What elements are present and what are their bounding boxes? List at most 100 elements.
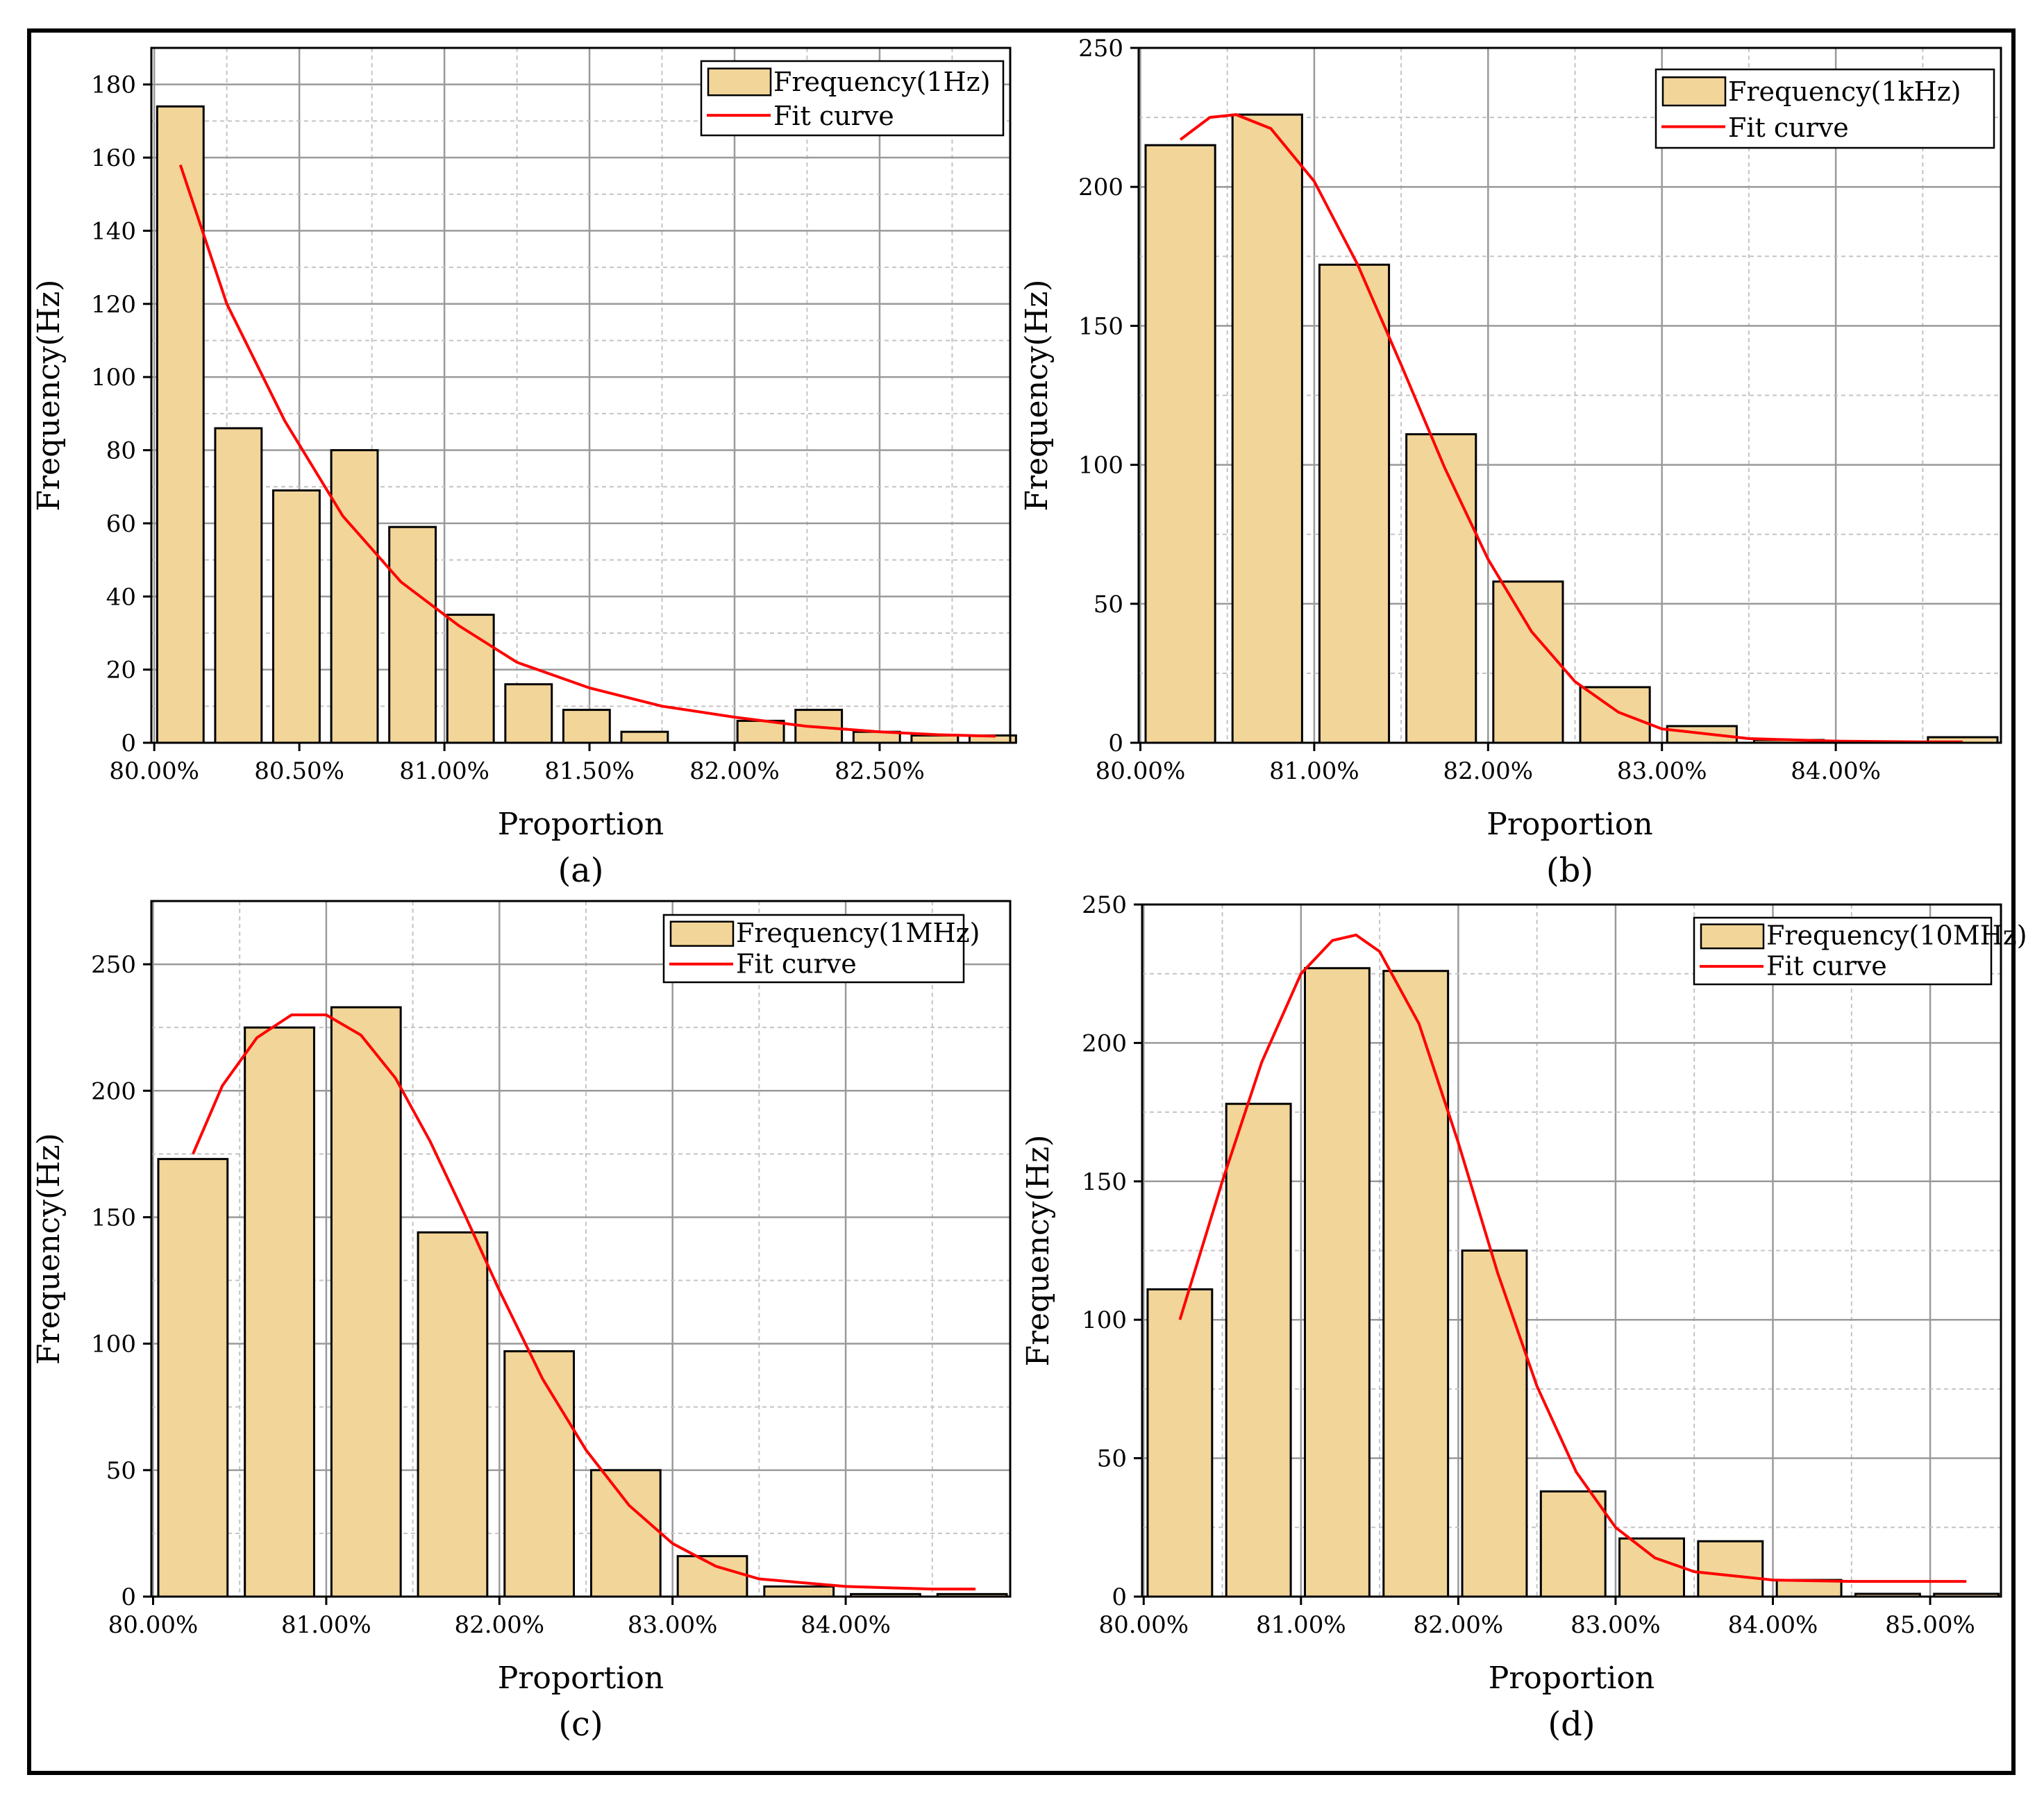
x-tick-label: 85.00% — [1885, 1611, 1975, 1639]
x-tick-label: 81.00% — [1256, 1611, 1346, 1639]
y-tick-label: 100 — [1082, 1306, 1127, 1334]
y-tick-label: 140 — [91, 217, 136, 245]
x-axis-title: Proportion — [498, 807, 664, 842]
panel-c: 80.00% 81.00% 82.00% 83.00% 84.00% 0 50 100 150 2… — [31, 900, 1012, 1744]
y-tick-label: 80 — [106, 437, 136, 465]
y-tick-label: 50 — [1094, 591, 1123, 619]
x-tick-label: 83.00% — [628, 1611, 718, 1639]
legend-bar-label: Frequency(1kHz) — [1728, 76, 1961, 107]
histogram-bar — [1539, 1490, 1607, 1598]
panel-b: 80.00% 81.00% 82.00% 83.00% 84.00% 0 50 100 150 2… — [1019, 35, 2002, 890]
histogram-bar — [562, 709, 611, 744]
legend-fit-label: Fit curve — [1766, 951, 1887, 982]
histogram-bar — [244, 1026, 315, 1598]
x-tick-label: 80.50% — [254, 757, 344, 785]
legend: Frequency(1Hz) Fit curve — [700, 60, 1005, 137]
histogram-bar — [1492, 580, 1564, 744]
x-tick-label: 81.50% — [544, 757, 635, 785]
x-tick-label: 82.00% — [454, 1611, 544, 1639]
histogram-bar — [910, 734, 960, 744]
histogram-bar — [1461, 1250, 1528, 1598]
y-tick-label: 150 — [91, 1204, 136, 1231]
histogram-bar — [676, 1555, 748, 1598]
histogram-bar — [272, 489, 321, 744]
y-tick-label: 20 — [106, 657, 136, 684]
fit-curve-line — [1179, 113, 1963, 743]
legend: Frequency(1kHz) Fit curve — [1655, 68, 1995, 149]
y-axis-title: Frequency(Hz) — [31, 280, 67, 512]
x-tick-label: 80.00% — [109, 757, 199, 785]
y-tick-label: 40 — [106, 583, 136, 611]
x-tick-label: 84.00% — [1791, 757, 1881, 785]
panel-caption: (a) — [558, 851, 603, 890]
fit-curve-line — [192, 1013, 976, 1591]
legend-bar-swatch — [1661, 76, 1727, 107]
y-axis-title: Frequency(Hz) — [1021, 1135, 1056, 1367]
legend-fit-label: Fit curve — [736, 948, 857, 979]
histogram-bar — [156, 105, 205, 744]
y-tick-label: 160 — [91, 144, 136, 172]
histogram-bar — [330, 1006, 402, 1598]
x-tick-label: 82.50% — [835, 757, 925, 785]
y-tick-label: 50 — [1097, 1445, 1127, 1473]
y-tick-label: 150 — [1078, 312, 1123, 340]
y-tick-label: 250 — [91, 951, 136, 979]
legend: Frequency(1MHz) Fit curve — [662, 914, 980, 984]
histogram-bar — [1146, 1288, 1214, 1598]
histogram-bar — [1231, 113, 1303, 744]
x-tick-label: 83.00% — [1617, 757, 1707, 785]
x-tick-label: 80.00% — [108, 1611, 199, 1639]
legend-bar-label: Frequency(10MHz) — [1766, 920, 2027, 950]
fit-curve-line — [178, 164, 996, 738]
y-tick-label: 100 — [91, 364, 136, 392]
plot-frame — [150, 900, 1012, 1598]
x-tick-label: 80.00% — [1098, 1611, 1189, 1639]
y-axis-title: Frequency(Hz) — [1019, 280, 1055, 512]
histogram-bar — [388, 525, 437, 744]
plot-frame — [1137, 47, 2002, 744]
histogram-bar — [589, 1469, 662, 1598]
y-tick-label: 250 — [1082, 891, 1127, 919]
histogram-bar — [214, 427, 263, 744]
histogram-bar — [1303, 967, 1371, 1598]
plot-frame — [1141, 903, 2002, 1598]
legend-bar-swatch — [707, 67, 772, 96]
x-tick-label: 81.00% — [1269, 757, 1359, 785]
x-axis-title: Proportion — [1486, 807, 1652, 842]
x-tick-label: 84.00% — [1728, 1611, 1818, 1639]
legend-bar-swatch — [669, 920, 735, 947]
histogram-bar — [1697, 1540, 1764, 1598]
figure-border — [27, 28, 2016, 1775]
histogram-bar — [1318, 263, 1391, 744]
x-tick-label: 80.00% — [1096, 757, 1186, 785]
histogram-bar — [417, 1231, 489, 1598]
x-tick-label: 83.00% — [1570, 1611, 1661, 1639]
legend-bar-swatch — [1700, 923, 1765, 950]
histogram-bar — [620, 730, 669, 744]
y-tick-label: 200 — [1078, 174, 1123, 201]
fit-curve-line — [1178, 933, 1967, 1583]
plot-frame — [150, 47, 1012, 744]
y-tick-label: 60 — [106, 510, 136, 538]
histogram-bar — [1405, 433, 1477, 744]
legend-fit-label: Fit curve — [1728, 112, 1849, 143]
histogram-bar — [1144, 144, 1216, 744]
histogram-bar — [446, 614, 495, 744]
legend-bar-label: Frequency(1Hz) — [773, 67, 991, 97]
x-tick-label: 84.00% — [801, 1611, 891, 1639]
histogram-bar — [736, 719, 785, 744]
y-tick-label: 0 — [121, 1583, 136, 1611]
histogram-bar — [1579, 686, 1651, 744]
histogram-bar — [1225, 1102, 1292, 1598]
y-tick-label: 100 — [91, 1331, 136, 1359]
x-tick-label: 82.00% — [689, 757, 780, 785]
y-tick-label: 250 — [1078, 35, 1123, 62]
y-tick-label: 0 — [1108, 730, 1123, 757]
histogram-bar — [330, 449, 379, 744]
x-tick-label: 82.00% — [1443, 757, 1533, 785]
panel-d: 80.00% 81.00% 82.00% 83.00% 84.00% 85.00% 0 50 1… — [1021, 891, 2027, 1744]
panel-caption: (b) — [1546, 851, 1593, 890]
panel-caption: (d) — [1548, 1705, 1595, 1744]
y-tick-label: 180 — [91, 72, 136, 99]
